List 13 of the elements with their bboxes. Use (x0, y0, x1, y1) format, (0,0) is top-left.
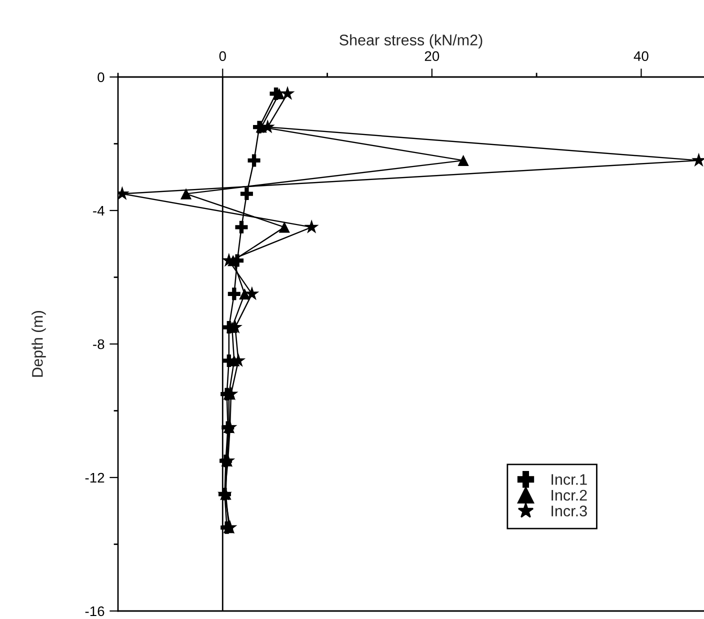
y-tick-label: -4 (93, 206, 104, 216)
y-tick-label: -12 (85, 472, 104, 483)
x-tick-label: 40 (634, 51, 648, 62)
x-axis-title: Shear stress (kN/m2) (340, 34, 482, 48)
legend-label: Incr.2 (552, 490, 587, 501)
y-tick-label: 0 (98, 72, 104, 82)
legend-label: Incr.1 (552, 474, 587, 485)
x-tick-label: 0 (219, 51, 226, 62)
x-tick-label: 20 (424, 51, 440, 62)
y-tick-label: -8 (93, 339, 104, 350)
legend-label: Incr.3 (552, 506, 587, 516)
y-tick-label: -16 (85, 606, 104, 616)
y-axis-title: Depth (m) (32, 310, 46, 377)
